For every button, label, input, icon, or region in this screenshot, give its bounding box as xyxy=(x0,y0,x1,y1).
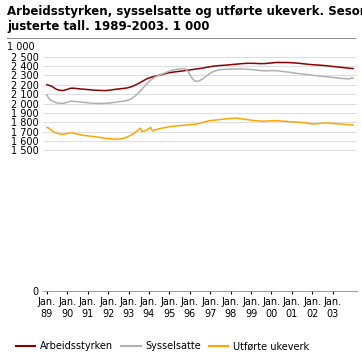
Legend: Arbeidsstyrken, Sysselsatte, Utførte ukeverk: Arbeidsstyrken, Sysselsatte, Utførte uke… xyxy=(12,337,313,355)
Text: Arbeidsstyrken, sysselsatte og utførte ukeverk. Sesong-: Arbeidsstyrken, sysselsatte og utførte u… xyxy=(7,5,362,18)
Text: justerte tall. 1989-2003. 1 000: justerte tall. 1989-2003. 1 000 xyxy=(7,20,210,33)
Text: 1 000: 1 000 xyxy=(7,42,35,52)
